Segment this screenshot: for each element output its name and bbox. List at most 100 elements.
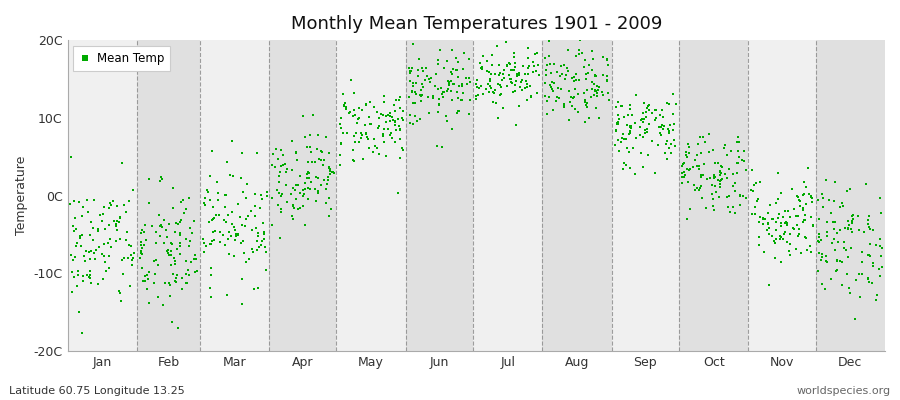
Mean Temp — [419, 65, 434, 71]
Mean Temp — [492, 71, 507, 78]
Mean Temp — [254, 241, 268, 248]
Mean Temp — [610, 120, 625, 126]
Mean Temp — [287, 204, 302, 211]
Mean Temp — [236, 188, 250, 195]
Mean Temp — [707, 183, 722, 190]
Mean Temp — [429, 70, 444, 77]
Mean Temp — [173, 240, 187, 246]
Mean Temp — [423, 79, 437, 86]
Mean Temp — [320, 199, 334, 206]
Mean Temp — [796, 219, 810, 225]
Mean Temp — [384, 134, 399, 141]
Mean Temp — [332, 162, 347, 168]
Mean Temp — [362, 145, 376, 151]
Mean Temp — [446, 66, 460, 72]
Mean Temp — [119, 237, 133, 244]
Mean Temp — [110, 226, 124, 233]
Mean Temp — [716, 176, 730, 182]
Mean Temp — [393, 126, 408, 132]
Mean Temp — [170, 325, 184, 332]
Mean Temp — [799, 235, 814, 241]
Mean Temp — [805, 195, 819, 201]
Mean Temp — [680, 141, 695, 147]
Mean Temp — [158, 280, 172, 286]
Mean Temp — [176, 197, 191, 204]
Mean Temp — [80, 272, 94, 278]
Mean Temp — [338, 102, 352, 108]
Mean Temp — [271, 202, 285, 208]
Mean Temp — [338, 103, 352, 110]
Mean Temp — [147, 280, 161, 286]
Mean Temp — [403, 68, 418, 74]
Mean Temp — [772, 233, 787, 239]
Mean Temp — [841, 225, 855, 232]
Mean Temp — [168, 278, 183, 284]
Mean Temp — [285, 213, 300, 219]
Mean Temp — [431, 86, 446, 92]
Mean Temp — [530, 90, 544, 96]
Mean Temp — [567, 86, 581, 92]
Mean Temp — [588, 88, 602, 94]
Mean Temp — [538, 72, 553, 78]
Mean Temp — [521, 45, 535, 51]
Mean Temp — [178, 206, 193, 212]
Mean Temp — [420, 72, 435, 79]
Mean Temp — [150, 294, 165, 300]
Bar — [200, 40, 269, 351]
Mean Temp — [554, 62, 569, 69]
Mean Temp — [586, 56, 600, 62]
Mean Temp — [706, 174, 721, 180]
Mean Temp — [589, 73, 603, 80]
Mean Temp — [649, 107, 663, 113]
Mean Temp — [481, 81, 495, 88]
Mean Temp — [774, 219, 788, 226]
Mean Temp — [76, 252, 91, 259]
Mean Temp — [826, 226, 841, 232]
Mean Temp — [814, 281, 829, 287]
Mean Temp — [317, 156, 331, 163]
Mean Temp — [442, 82, 456, 88]
Mean Temp — [160, 250, 175, 256]
Mean Temp — [205, 238, 220, 244]
Mean Temp — [814, 257, 828, 263]
Mean Temp — [190, 268, 204, 274]
Mean Temp — [547, 60, 562, 67]
Mean Temp — [503, 76, 517, 82]
Mean Temp — [488, 87, 502, 94]
Mean Temp — [83, 274, 97, 281]
Mean Temp — [360, 134, 374, 140]
Mean Temp — [274, 147, 288, 154]
Mean Temp — [178, 236, 193, 243]
Mean Temp — [842, 222, 857, 228]
Mean Temp — [560, 65, 574, 72]
Mean Temp — [436, 94, 450, 101]
Mean Temp — [841, 218, 855, 224]
Mean Temp — [693, 174, 707, 180]
Mean Temp — [639, 109, 653, 116]
Mean Temp — [580, 104, 594, 110]
Mean Temp — [357, 122, 372, 128]
Mean Temp — [86, 225, 100, 231]
Mean Temp — [196, 200, 211, 206]
Mean Temp — [575, 50, 590, 56]
Mean Temp — [562, 87, 576, 94]
Mean Temp — [174, 199, 188, 206]
Mean Temp — [69, 243, 84, 250]
Mean Temp — [225, 209, 239, 215]
Mean Temp — [683, 206, 698, 212]
Mean Temp — [726, 204, 741, 210]
Mean Temp — [110, 203, 124, 210]
Mean Temp — [378, 113, 392, 120]
Mean Temp — [426, 94, 440, 101]
Mean Temp — [633, 132, 647, 139]
Mean Temp — [820, 228, 834, 235]
Mean Temp — [98, 259, 112, 266]
Mean Temp — [559, 72, 573, 78]
Mean Temp — [562, 68, 576, 74]
Mean Temp — [482, 68, 496, 75]
Mean Temp — [138, 278, 152, 284]
Mean Temp — [508, 30, 522, 36]
Mean Temp — [382, 112, 396, 118]
Mean Temp — [183, 224, 197, 231]
Mean Temp — [826, 236, 841, 242]
